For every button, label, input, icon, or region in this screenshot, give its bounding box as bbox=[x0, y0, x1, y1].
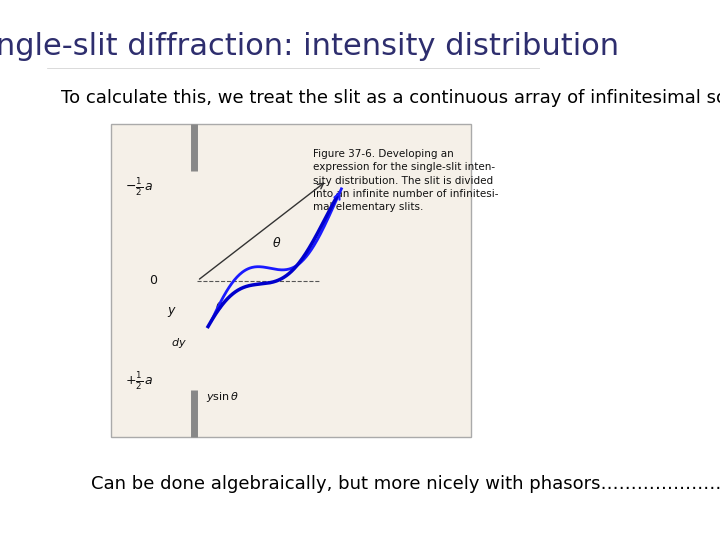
FancyBboxPatch shape bbox=[111, 124, 471, 437]
Text: $-\frac{1}{2}\,a$: $-\frac{1}{2}\,a$ bbox=[125, 176, 154, 198]
Text: $\theta$: $\theta$ bbox=[215, 300, 223, 312]
Text: $y$: $y$ bbox=[167, 305, 177, 319]
Text: To calculate this, we treat the slit as a continuous array of infinitesimal sour: To calculate this, we treat the slit as … bbox=[61, 89, 720, 107]
Text: $0$: $0$ bbox=[150, 274, 158, 287]
Text: $+\frac{1}{2}\,a$: $+\frac{1}{2}\,a$ bbox=[125, 370, 154, 392]
Text: $y\sin\theta$: $y\sin\theta$ bbox=[206, 390, 239, 404]
Text: $dy$: $dy$ bbox=[171, 336, 187, 350]
Text: Figure 37-6. Developing an
expression for the single-slit inten-
sity distributi: Figure 37-6. Developing an expression fo… bbox=[312, 149, 498, 212]
Text: Can be done algebraically, but more nicely with phasors…………………..: Can be done algebraically, but more nice… bbox=[91, 475, 720, 493]
Text: Single-slit diffraction: intensity distribution: Single-slit diffraction: intensity distr… bbox=[0, 32, 619, 62]
Text: $\theta$: $\theta$ bbox=[272, 236, 282, 250]
